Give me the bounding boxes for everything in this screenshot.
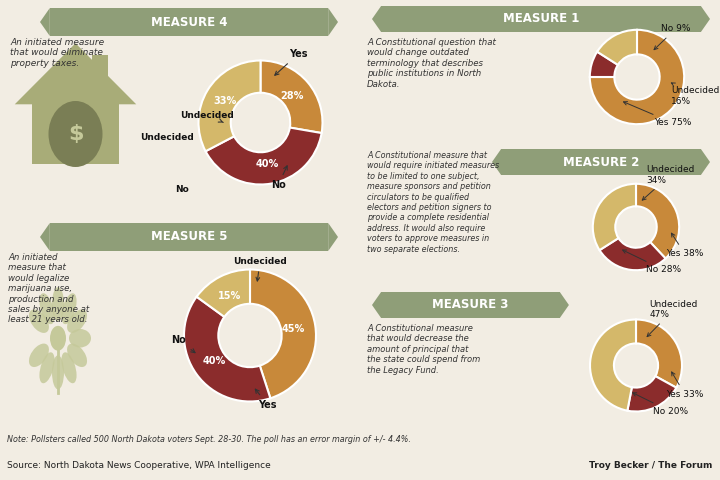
Text: Undecided
16%: Undecided 16%: [671, 83, 719, 106]
Wedge shape: [600, 238, 665, 270]
Ellipse shape: [29, 344, 49, 367]
Polygon shape: [560, 292, 569, 318]
Ellipse shape: [52, 355, 64, 389]
Ellipse shape: [40, 352, 55, 383]
Wedge shape: [261, 60, 323, 133]
Wedge shape: [184, 297, 271, 401]
Wedge shape: [199, 60, 261, 151]
Polygon shape: [372, 6, 381, 32]
Text: Yes 75%: Yes 75%: [624, 102, 691, 127]
Circle shape: [48, 101, 102, 167]
Text: Yes: Yes: [275, 49, 307, 75]
Text: 45%: 45%: [282, 324, 305, 334]
Text: Troy Becker / The Forum: Troy Becker / The Forum: [590, 460, 713, 469]
Wedge shape: [597, 30, 637, 65]
Text: No: No: [271, 166, 287, 190]
Text: No 28%: No 28%: [623, 250, 681, 275]
Text: MEASURE 2: MEASURE 2: [563, 156, 639, 168]
Text: Source: North Dakota News Cooperative, WPA Intelligence: Source: North Dakota News Cooperative, W…: [7, 460, 271, 469]
Text: Undecided: Undecided: [140, 133, 194, 143]
Wedge shape: [590, 320, 636, 411]
Circle shape: [50, 326, 66, 351]
Polygon shape: [40, 223, 50, 251]
Wedge shape: [197, 269, 250, 317]
Wedge shape: [590, 52, 618, 77]
Polygon shape: [492, 149, 501, 175]
Text: A Constitutional question that
would change outdated
terminology that describes
: A Constitutional question that would cha…: [367, 38, 496, 89]
Text: MEASURE 5: MEASURE 5: [150, 230, 228, 243]
Text: MEASURE 1: MEASURE 1: [503, 12, 579, 25]
Text: An initiated
measure that
would legalize
marijuana use,
production and
sales by : An initiated measure that would legalize…: [8, 253, 89, 324]
Text: 40%: 40%: [202, 357, 226, 367]
Wedge shape: [636, 184, 679, 259]
Wedge shape: [627, 376, 676, 411]
Ellipse shape: [69, 329, 91, 348]
Wedge shape: [206, 128, 322, 184]
Text: $: $: [68, 124, 84, 144]
Text: A Constitutional measure
that would decrease the
amount of principal that
the st: A Constitutional measure that would decr…: [367, 324, 480, 374]
Wedge shape: [250, 269, 316, 398]
Text: Yes 38%: Yes 38%: [666, 233, 703, 258]
Polygon shape: [372, 292, 381, 318]
Ellipse shape: [67, 344, 87, 367]
Text: Undecided: Undecided: [233, 257, 287, 281]
Text: Undecided
34%: Undecided 34%: [642, 166, 695, 200]
Text: No: No: [171, 335, 195, 353]
Text: 28%: 28%: [281, 91, 304, 101]
Text: Yes 33%: Yes 33%: [666, 372, 703, 399]
Polygon shape: [701, 149, 710, 175]
Text: 33%: 33%: [213, 96, 237, 106]
Ellipse shape: [29, 310, 49, 333]
Polygon shape: [328, 223, 338, 251]
Text: MEASURE 3: MEASURE 3: [432, 299, 508, 312]
Wedge shape: [590, 30, 684, 124]
Polygon shape: [328, 8, 338, 36]
Polygon shape: [701, 6, 710, 32]
Wedge shape: [636, 320, 682, 388]
Text: An initiated measure
that would eliminate
property taxes.: An initiated measure that would eliminat…: [10, 38, 104, 68]
Text: MEASURE 4: MEASURE 4: [150, 15, 228, 28]
Text: No: No: [175, 185, 189, 194]
Ellipse shape: [61, 293, 76, 324]
Text: A Constitutional measure that
would require initiated measures
to be limited to : A Constitutional measure that would requ…: [367, 151, 499, 253]
Polygon shape: [14, 43, 136, 104]
Bar: [91, 55, 108, 88]
Text: No 9%: No 9%: [654, 24, 690, 49]
Ellipse shape: [67, 310, 87, 333]
Wedge shape: [593, 184, 636, 250]
Bar: [32, 101, 119, 164]
Text: Undecided
47%: Undecided 47%: [647, 300, 698, 336]
Text: Yes: Yes: [256, 389, 277, 410]
Text: 15%: 15%: [218, 291, 241, 301]
Text: Note: Pollsters called 500 North Dakota voters Sept. 28-30. The poll has an erro: Note: Pollsters called 500 North Dakota …: [7, 435, 411, 444]
Text: Undecided: Undecided: [181, 111, 234, 122]
Ellipse shape: [61, 352, 76, 383]
Ellipse shape: [52, 287, 64, 321]
Polygon shape: [40, 8, 50, 36]
Text: 40%: 40%: [256, 158, 279, 168]
Ellipse shape: [40, 293, 55, 324]
Text: No 20%: No 20%: [633, 393, 688, 416]
